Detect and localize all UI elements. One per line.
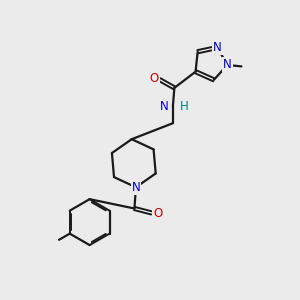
Text: O: O — [150, 72, 159, 85]
Text: N: N — [160, 100, 169, 112]
Text: N: N — [213, 41, 222, 54]
Text: N: N — [223, 58, 232, 71]
Text: O: O — [153, 207, 163, 220]
Text: H: H — [179, 100, 188, 112]
Text: N: N — [131, 181, 140, 194]
